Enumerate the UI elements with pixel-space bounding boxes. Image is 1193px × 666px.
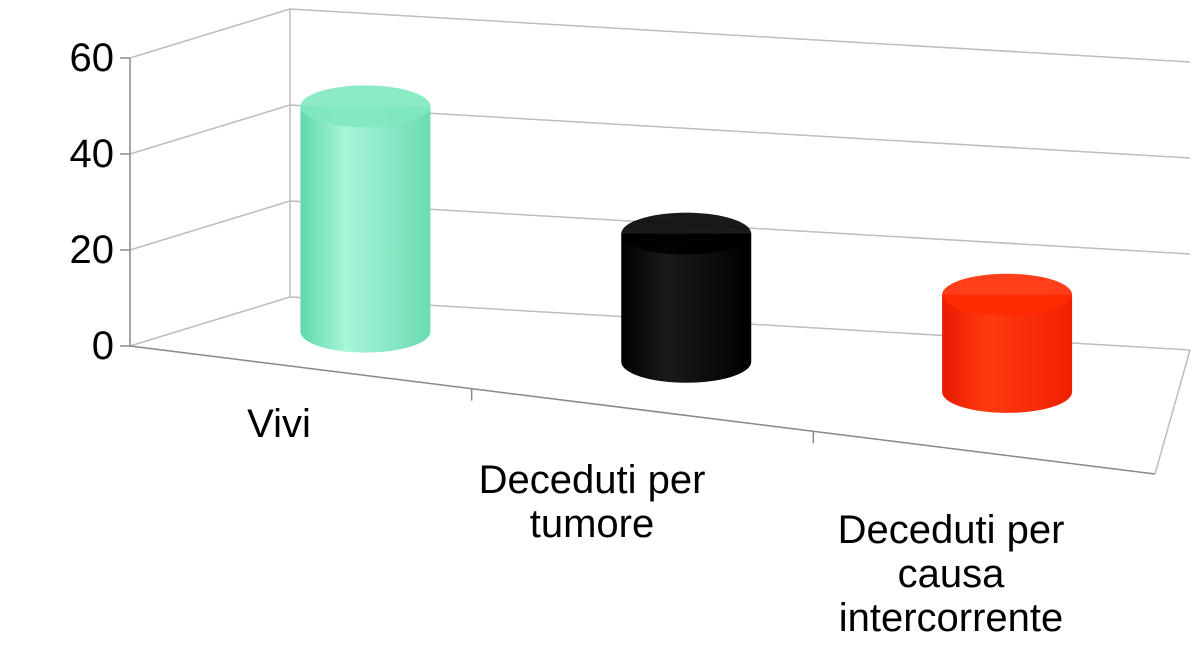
y-tick-label: 40	[69, 132, 115, 176]
x-tick-label: Vivi	[247, 402, 311, 446]
y-tick-label: 0	[91, 324, 114, 368]
bar-top	[942, 273, 1073, 316]
gridline-side	[129, 200, 291, 251]
bar-3	[942, 273, 1073, 413]
bar-top	[621, 212, 752, 255]
gridline-side	[129, 8, 291, 59]
x-tick-label: Deceduti per causa intercorrente	[837, 508, 1065, 640]
bar-2	[621, 212, 752, 383]
bar-body	[300, 106, 431, 353]
y-tick-label: 60	[69, 36, 115, 80]
bar-body	[621, 233, 752, 383]
gridline-side	[129, 104, 291, 155]
bar-1	[300, 85, 431, 353]
floor-right-edge	[1154, 349, 1191, 475]
gridline-back	[289, 8, 1191, 63]
gridline-side	[129, 296, 291, 347]
gridline-back	[289, 104, 1191, 159]
x-axis-line	[129, 345, 1156, 475]
bar-body	[942, 294, 1073, 413]
x-tick-label: Deceduti per tumore	[478, 458, 706, 546]
y-tick-label: 20	[69, 228, 115, 272]
bar-top	[300, 85, 431, 128]
